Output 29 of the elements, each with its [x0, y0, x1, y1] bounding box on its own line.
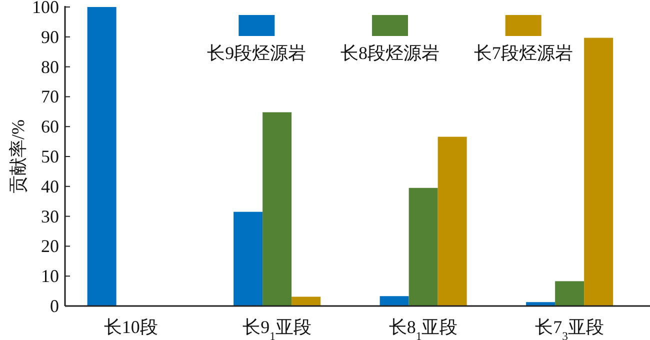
y-tick-label: 30	[41, 206, 59, 226]
legend-label: 长7段烃源岩	[474, 43, 573, 63]
bar	[262, 112, 292, 306]
bar	[438, 136, 467, 306]
y-tick-label: 70	[41, 86, 59, 107]
bar	[526, 302, 556, 306]
bar	[408, 188, 438, 306]
bar	[87, 7, 116, 306]
x-tick-label: 长7$_{3}$亚段	[535, 317, 604, 340]
bar	[234, 212, 263, 306]
y-tick-label: 0	[50, 296, 59, 316]
y-tick-label: 10	[41, 266, 59, 286]
y-tick-label: 40	[41, 176, 59, 196]
y-axis-title: 贡献率/%	[8, 120, 28, 194]
y-tick-label: 80	[41, 56, 59, 77]
x-tick-label: 长9$_{1}$亚段	[242, 317, 312, 340]
bar	[292, 296, 321, 306]
y-tick-label: 100	[32, 0, 59, 17]
y-tick-label: 20	[41, 236, 59, 256]
y-tick-label: 90	[41, 26, 59, 47]
y-tick-label: 60	[41, 116, 59, 137]
legend-label: 长9段烃源岩	[207, 43, 306, 63]
x-tick-label: 长10段	[104, 317, 158, 337]
y-tick-label: 50	[41, 146, 59, 166]
x-tick-label: 长8$_{1}$亚段	[388, 317, 458, 340]
bar	[555, 281, 584, 306]
legend-label: 长8段烃源岩	[340, 43, 440, 63]
bar	[584, 38, 614, 306]
bar	[380, 296, 409, 306]
